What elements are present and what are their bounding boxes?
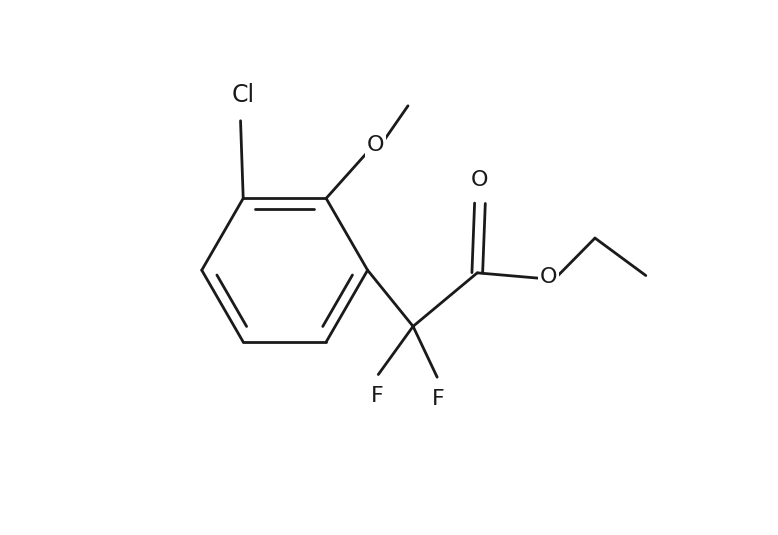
- Text: O: O: [366, 135, 384, 155]
- Text: Cl: Cl: [232, 83, 254, 107]
- Text: F: F: [432, 388, 444, 409]
- Text: F: F: [371, 386, 384, 406]
- Text: O: O: [471, 170, 489, 190]
- Text: O: O: [540, 266, 557, 287]
